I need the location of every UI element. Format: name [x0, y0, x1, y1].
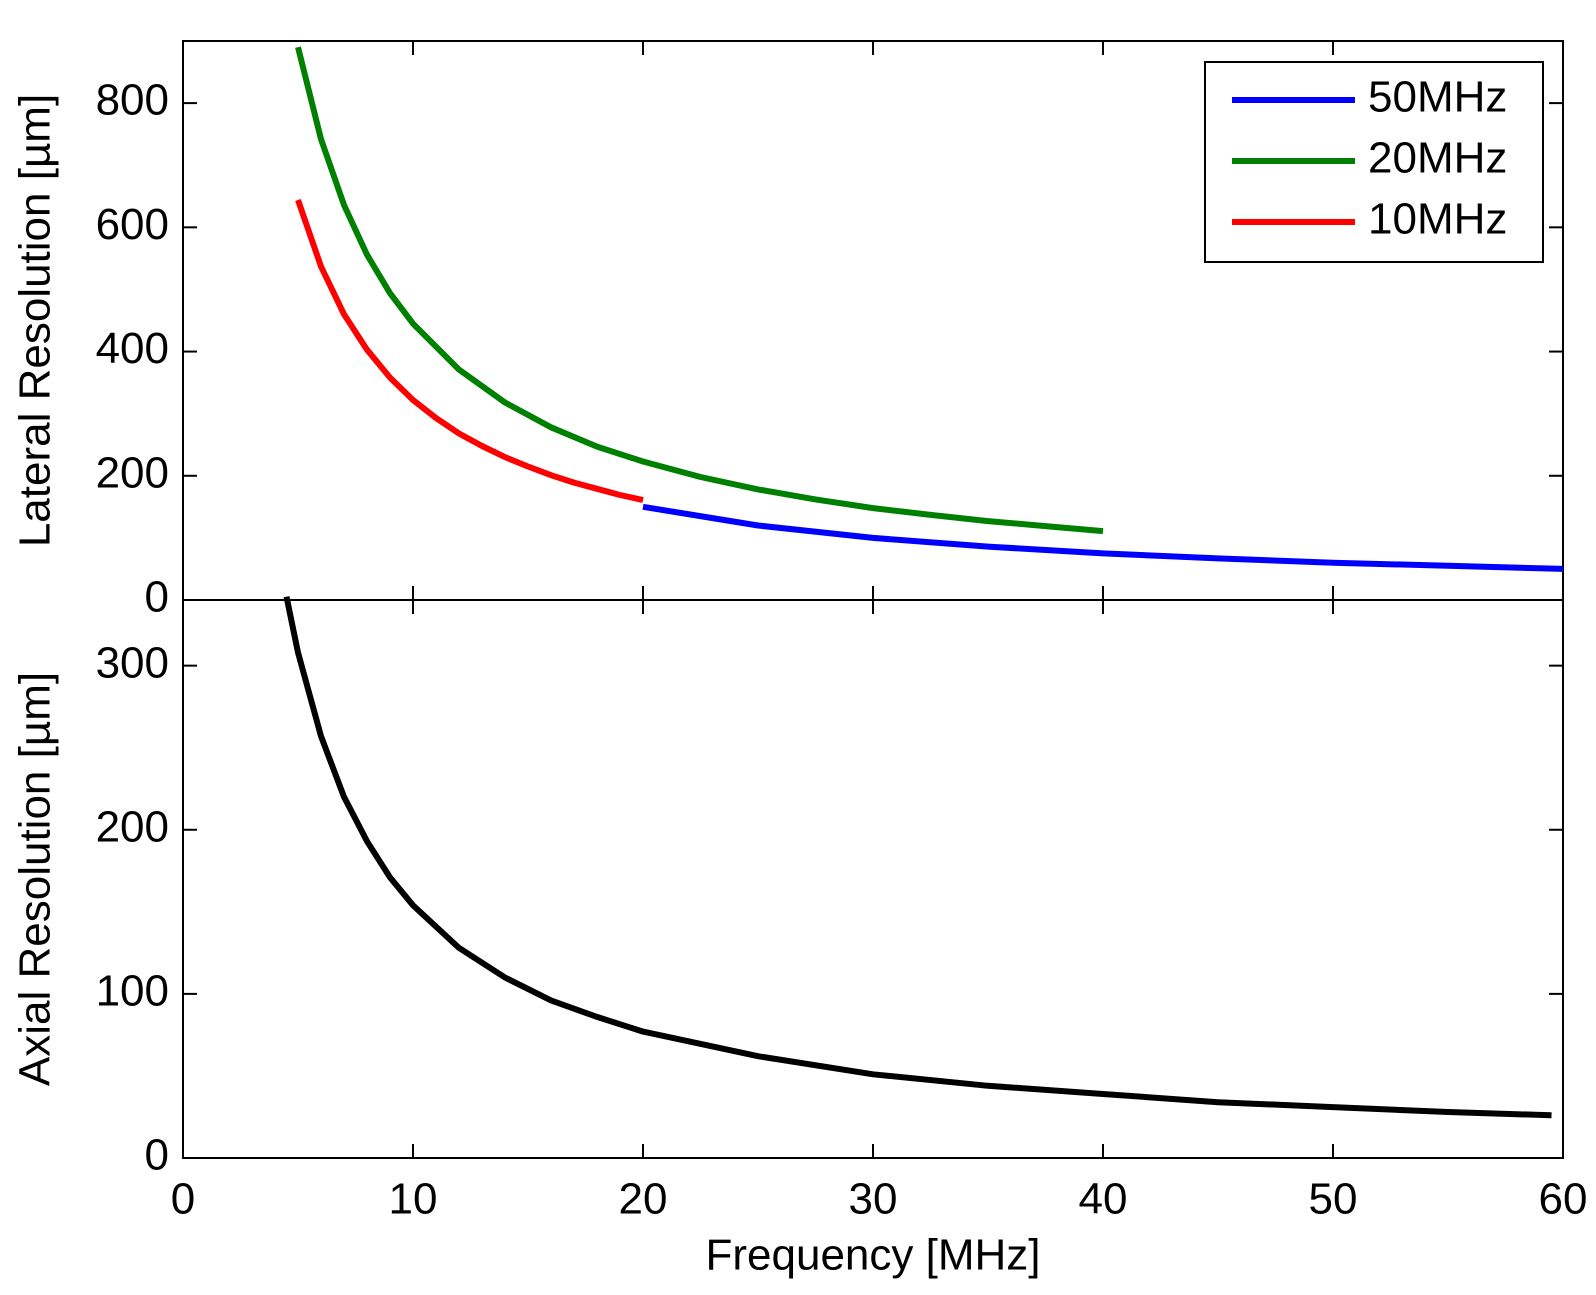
y-tick-label: 200 — [96, 448, 169, 497]
data-line — [295, 46, 1104, 535]
x-tick-label: 40 — [1079, 1175, 1128, 1224]
y-tick-label: 300 — [96, 638, 169, 687]
data-line — [283, 596, 1552, 1119]
legend-label: 20MHz — [1368, 134, 1507, 183]
x-tick-label: 20 — [619, 1175, 668, 1224]
legend-label: 10MHz — [1368, 195, 1507, 244]
y-tick-label: 800 — [96, 76, 169, 125]
y-tick-label: 200 — [96, 802, 169, 851]
y-axis-label: Axial Resolution [µm] — [11, 672, 60, 1086]
data-line — [295, 199, 644, 503]
x-axis-label: Frequency [MHz] — [706, 1231, 1041, 1280]
y-tick-label: 100 — [96, 967, 169, 1016]
x-tick-label: 10 — [389, 1175, 438, 1224]
data-line — [642, 503, 1564, 572]
y-tick-label: 0 — [145, 1131, 169, 1180]
x-tick-label: 30 — [849, 1175, 898, 1224]
legend-label: 50MHz — [1368, 73, 1507, 122]
x-tick-label: 50 — [1309, 1175, 1358, 1224]
x-tick-label: 0 — [171, 1175, 195, 1224]
y-tick-label: 400 — [96, 324, 169, 373]
y-tick-label: 0 — [145, 573, 169, 622]
y-tick-label: 600 — [96, 200, 169, 249]
y-axis-label: Lateral Resolution [µm] — [11, 94, 60, 547]
x-tick-label: 60 — [1539, 1175, 1588, 1224]
